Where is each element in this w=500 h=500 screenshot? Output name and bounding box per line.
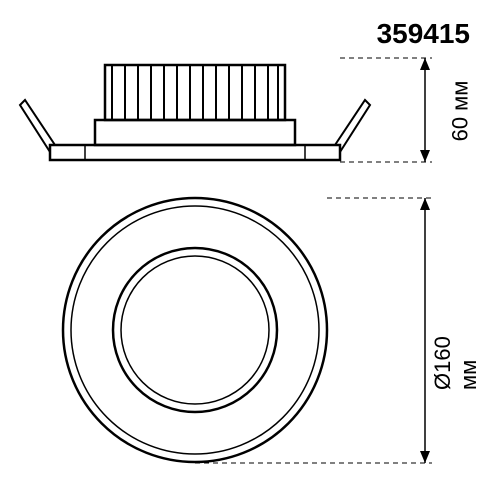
front-view xyxy=(63,198,327,462)
technical-drawing xyxy=(0,0,500,500)
side-view xyxy=(20,65,370,160)
height-label: 60 мм xyxy=(447,81,473,142)
diameter-label: Ø160 мм xyxy=(430,302,482,390)
product-code: 359415 xyxy=(377,18,470,50)
